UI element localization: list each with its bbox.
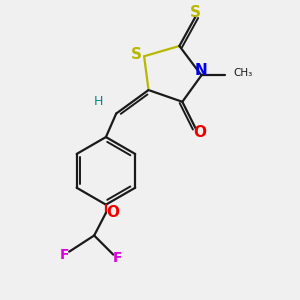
- Text: O: O: [194, 125, 206, 140]
- Text: S: S: [190, 5, 201, 20]
- Text: CH₃: CH₃: [233, 68, 252, 78]
- Text: S: S: [130, 47, 141, 62]
- Text: N: N: [195, 63, 208, 78]
- Text: O: O: [106, 205, 119, 220]
- Text: F: F: [113, 250, 122, 265]
- Text: F: F: [60, 248, 70, 262]
- Text: H: H: [94, 95, 103, 108]
